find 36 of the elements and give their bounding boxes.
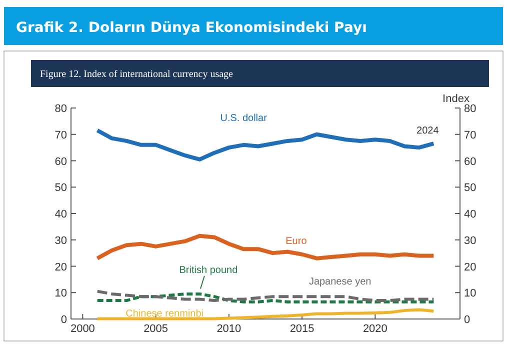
y2-tick-label: 20 [464, 261, 476, 274]
y-tick-label: 20 [54, 261, 67, 274]
y-tick-label: 60 [54, 156, 67, 168]
x-tick-label: 2000 [70, 323, 95, 335]
y2-tick-label: 50 [464, 182, 476, 194]
x-tick-label: 2015 [290, 323, 314, 335]
text: U.S. dollar [220, 113, 268, 124]
line-series [95, 234, 436, 260]
y2-tick-label: 70 [464, 129, 476, 142]
y2-tick-label: 0 [464, 314, 470, 326]
chart-title: Grafik 2. Doların Dünya Ekonomisindeki Payı [16, 20, 367, 36]
y-tick-label: 10 [54, 288, 67, 300]
line-series [96, 292, 436, 304]
series-label: Chinese renminbi [126, 308, 204, 320]
annotation: 2024 [416, 126, 440, 137]
y-tick-label: 50 [54, 182, 67, 194]
chart-subtitle: Figure 12. Index of international currency usage [40, 69, 234, 80]
y2-tick-label: 30 [464, 234, 476, 247]
series-label: Japanese yen [308, 276, 372, 288]
line-series [96, 308, 436, 320]
y-tick-label: 30 [54, 234, 67, 247]
line-series [96, 290, 436, 302]
y2-tick-label: 10 [464, 288, 476, 300]
y2-axis-title: Index [442, 93, 470, 105]
series-label: British pound [179, 264, 238, 276]
y-tick-label: 40 [54, 208, 67, 220]
y-tick-label: 80 [54, 103, 67, 115]
y-tick-label: 0 [60, 314, 67, 326]
series-label: Euro [286, 236, 308, 247]
x-tick-label: 2005 [144, 323, 168, 335]
y2-tick-label: 80 [464, 103, 476, 115]
x-tick-label: 2020 [362, 323, 388, 335]
x-tick-label: 2010 [216, 323, 242, 335]
y-tick-label: 70 [54, 129, 67, 142]
y2-tick-label: 60 [464, 156, 476, 168]
y2-tick-label: 40 [464, 208, 476, 220]
